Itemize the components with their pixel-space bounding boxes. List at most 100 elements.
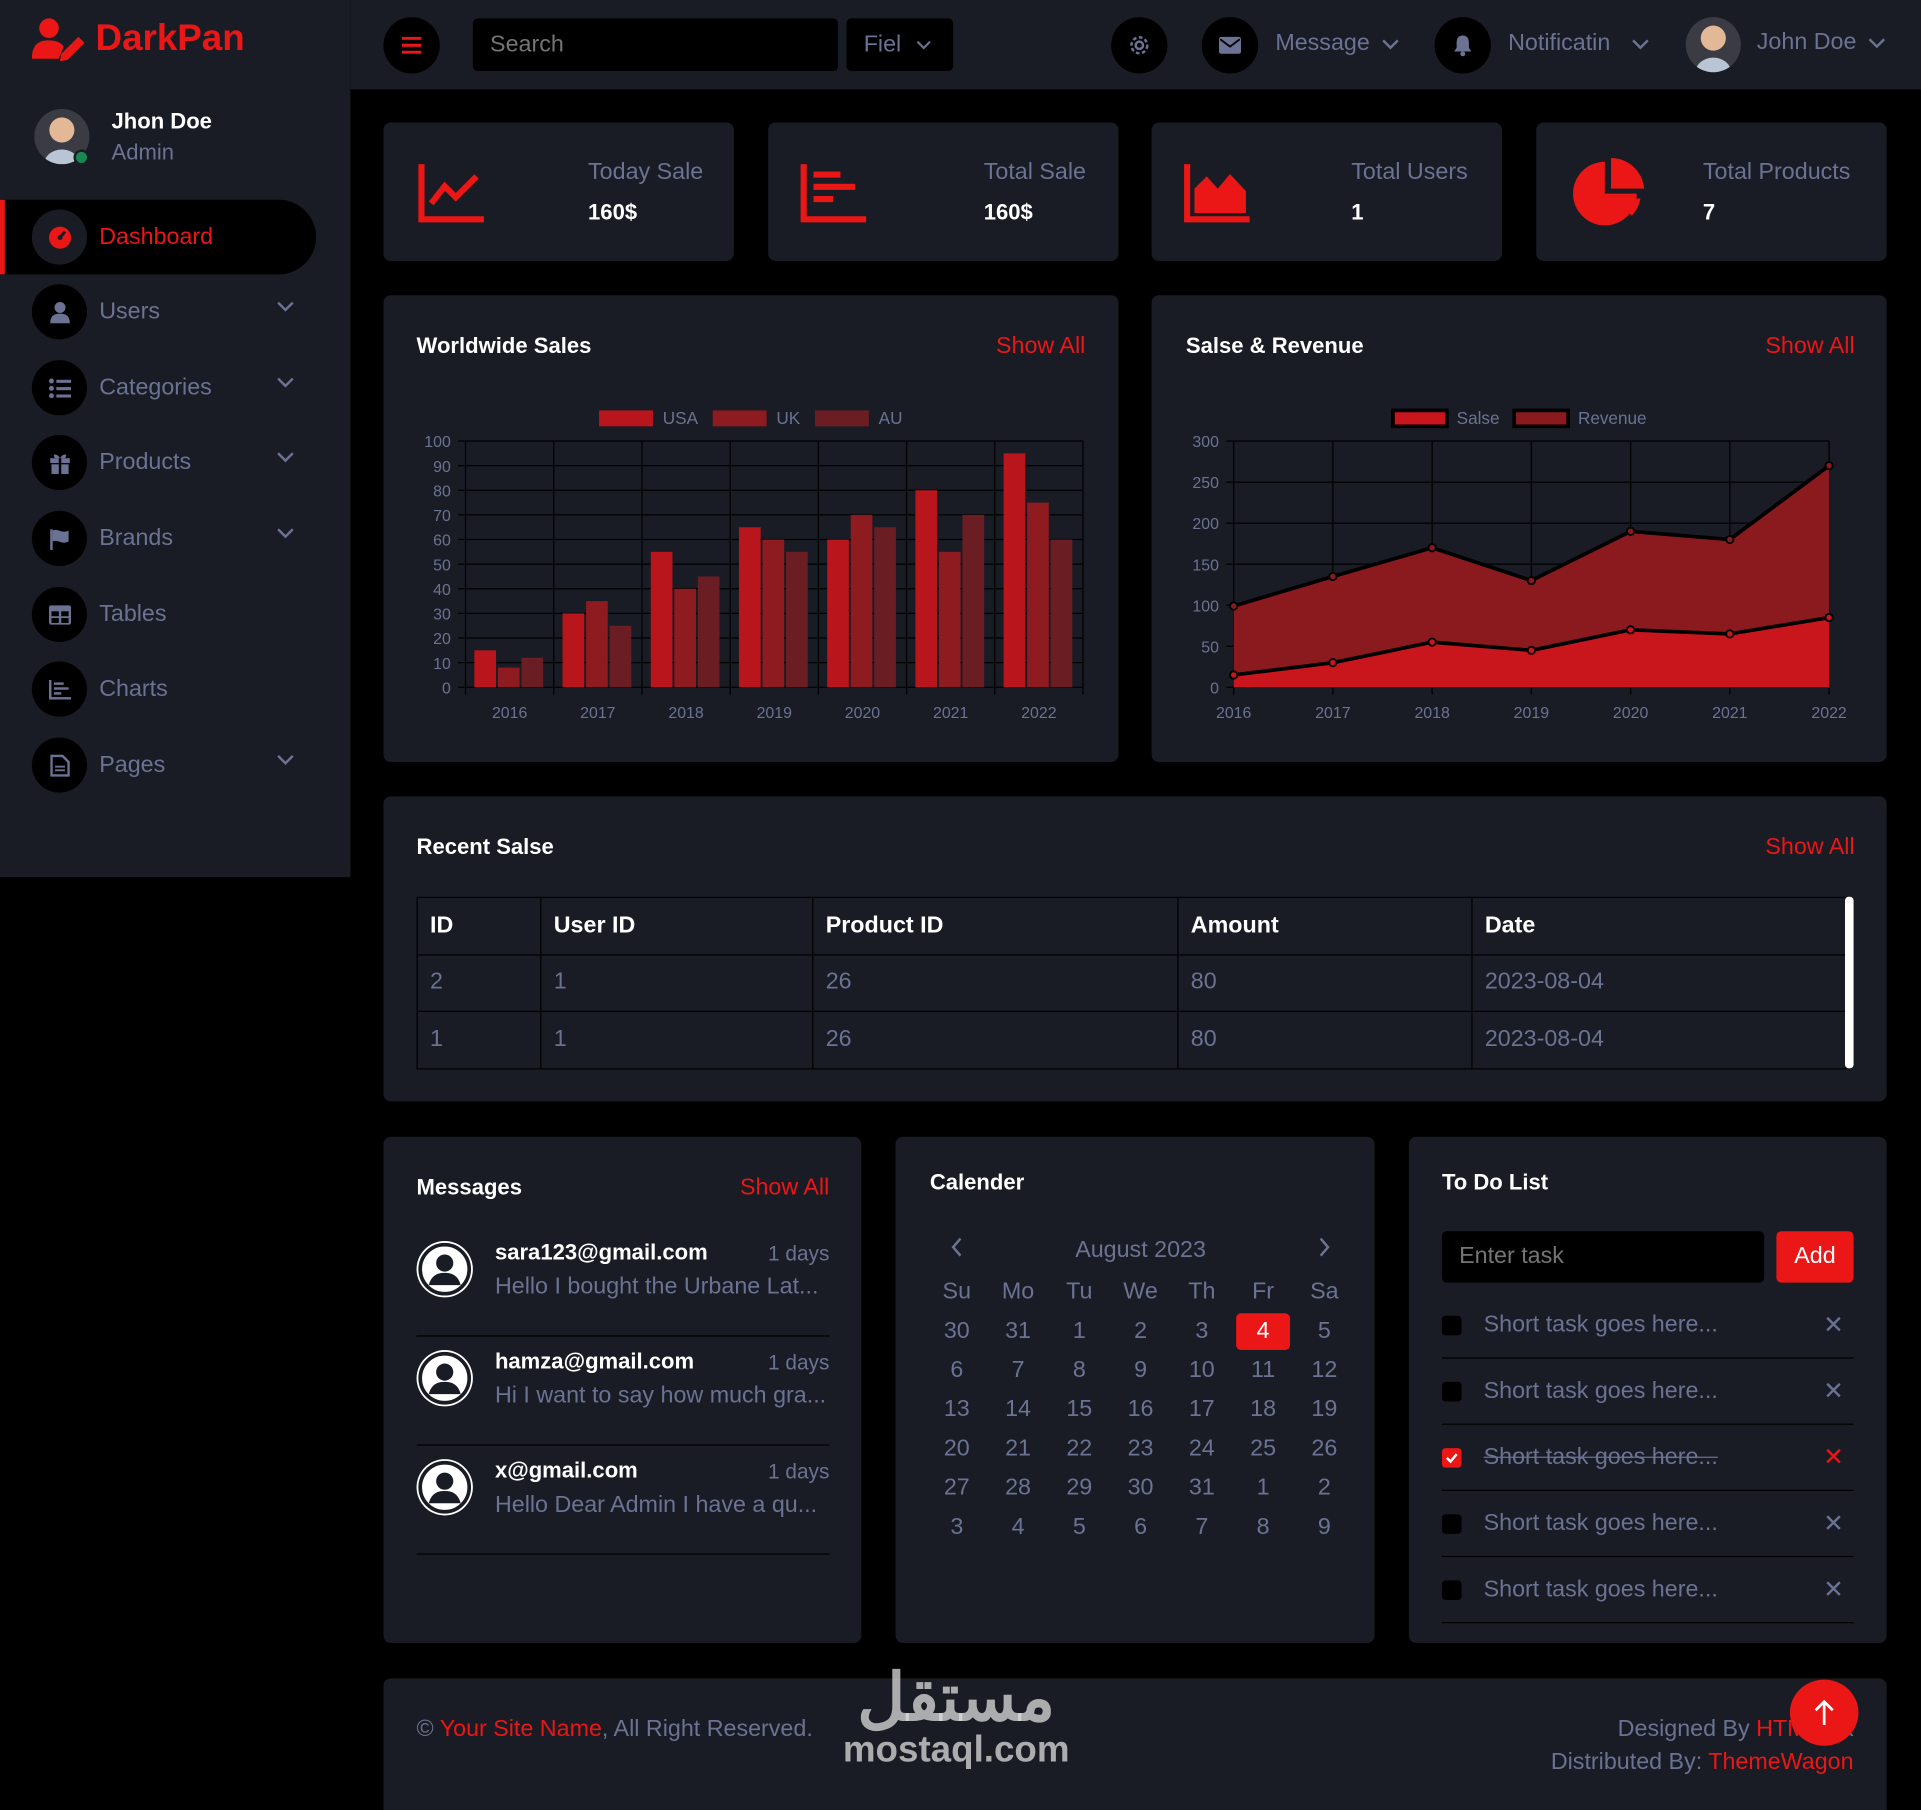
sidebar-item-brands[interactable]: Brands — [0, 501, 316, 576]
site-name-link[interactable]: Your Site Name — [439, 1716, 602, 1743]
calendar-day[interactable]: 30 — [943, 1318, 970, 1344]
sidebar-item-users[interactable]: Users — [0, 274, 316, 349]
calendar-day[interactable]: 23 — [1127, 1435, 1154, 1462]
online-indicator — [73, 149, 90, 166]
notification-label[interactable]: Notificatin — [1508, 30, 1611, 57]
calendar-day[interactable]: 7 — [1011, 1357, 1025, 1384]
calendar-day[interactable]: 11 — [1250, 1357, 1276, 1384]
previous-month-button[interactable] — [926, 1237, 987, 1264]
sidebar-toggle-button[interactable] — [383, 17, 440, 74]
close-icon[interactable]: ✕ — [1823, 1378, 1844, 1406]
calendar-day[interactable]: 14 — [1005, 1396, 1031, 1423]
user-avatar[interactable] — [1685, 17, 1741, 73]
calendar-day-today[interactable]: 4 — [1236, 1313, 1291, 1351]
message-item[interactable]: hamza@gmail.com 1 days Hi I want to say … — [416, 1337, 830, 1446]
revenue-show-all-link[interactable]: Show All — [1765, 333, 1855, 359]
message-button[interactable] — [1201, 17, 1259, 74]
calendar-day[interactable]: 9 — [1134, 1357, 1148, 1384]
todo-checkbox[interactable] — [1441, 1447, 1462, 1468]
y-tick-label: 0 — [442, 680, 451, 697]
chevron-down-icon[interactable] — [1382, 39, 1399, 50]
todo-checkbox[interactable] — [1441, 1381, 1462, 1401]
calendar-day[interactable]: 28 — [1005, 1475, 1031, 1501]
calendar-day[interactable]: 7 — [1195, 1514, 1209, 1540]
add-task-button[interactable]: Add — [1776, 1231, 1854, 1283]
calendar-day[interactable]: 30 — [1127, 1475, 1154, 1501]
sidebar-item-pages[interactable]: Pages — [0, 728, 316, 803]
calendar-day[interactable]: 8 — [1256, 1514, 1270, 1540]
todo-checkbox[interactable] — [1441, 1579, 1462, 1600]
next-month-button[interactable] — [1294, 1237, 1355, 1264]
calendar-day[interactable]: 8 — [1072, 1357, 1086, 1384]
distributor-link[interactable]: ThemeWagon — [1708, 1749, 1854, 1776]
calendar-day[interactable]: 4 — [1011, 1514, 1025, 1540]
calendar-day[interactable]: 21 — [1005, 1435, 1031, 1462]
calendar-day[interactable]: 4 — [1232, 1313, 1293, 1351]
recent-show-all-link[interactable]: Show All — [1765, 834, 1855, 861]
sidebar-item-dashboard[interactable]: Dashboard — [0, 199, 317, 275]
calendar-day[interactable]: 6 — [1134, 1514, 1148, 1540]
calendar-day[interactable]: 31 — [1005, 1318, 1031, 1344]
sidebar-item-charts[interactable]: Charts — [0, 652, 316, 727]
calendar-day[interactable]: 5 — [1317, 1318, 1331, 1344]
calendar-day[interactable]: 27 — [943, 1475, 970, 1501]
sidebar-item-label: Charts — [99, 675, 168, 702]
close-icon[interactable]: ✕ — [1823, 1576, 1844, 1604]
stat-label: Total Users — [1351, 159, 1468, 185]
calendar-day[interactable]: 1 — [1072, 1318, 1086, 1344]
chevron-down-icon[interactable] — [1632, 39, 1649, 50]
table-cell: 1 — [416, 1010, 542, 1069]
calendar-day[interactable]: 13 — [943, 1396, 970, 1423]
calendar-day[interactable]: 26 — [1311, 1435, 1338, 1462]
calendar-day[interactable]: 2 — [1134, 1318, 1148, 1344]
calendar-day[interactable]: 15 — [1066, 1396, 1093, 1423]
close-icon[interactable]: ✕ — [1823, 1312, 1844, 1340]
calendar-day[interactable]: 5 — [1072, 1514, 1086, 1540]
calendar-day[interactable]: 31 — [1188, 1475, 1215, 1501]
message-item[interactable]: sara123@gmail.com 1 days Hello I bought … — [416, 1228, 830, 1337]
brand-logo[interactable]: DarkPan — [31, 17, 245, 62]
calendar-day[interactable]: 1 — [1256, 1475, 1270, 1501]
y-tick-label: 10 — [433, 656, 451, 673]
message-label[interactable]: Message — [1275, 30, 1370, 57]
sidebar-item-categories[interactable]: Categories — [0, 350, 316, 425]
message-item[interactable]: x@gmail.com 1 days Hello Dear Admin I ha… — [416, 1446, 830, 1555]
calendar-day[interactable]: 10 — [1188, 1357, 1215, 1384]
calendar-day[interactable]: 16 — [1127, 1396, 1154, 1423]
sidebar-item-products[interactable]: Products — [0, 425, 316, 500]
notification-button[interactable] — [1434, 17, 1491, 74]
sidebar-item-tables[interactable]: Tables — [0, 577, 316, 652]
calendar-day[interactable]: 20 — [943, 1435, 970, 1462]
field-select[interactable]: Fiel — [846, 18, 954, 72]
bar — [962, 514, 985, 688]
search-input[interactable] — [472, 18, 838, 72]
calendar-day[interactable]: 24 — [1188, 1435, 1215, 1462]
todo-checkbox[interactable] — [1441, 1513, 1462, 1534]
todo-input[interactable] — [1441, 1231, 1765, 1283]
calendar-day[interactable]: 29 — [1066, 1475, 1093, 1501]
worldwide-show-all-link[interactable]: Show All — [996, 333, 1086, 359]
stat-value: 160$ — [983, 199, 1033, 225]
chevron-down-icon[interactable] — [1868, 38, 1886, 49]
calendar-month[interactable]: August 2023 — [1075, 1237, 1206, 1264]
todo-checkbox[interactable] — [1441, 1315, 1462, 1335]
calendar-day[interactable]: 3 — [950, 1514, 964, 1540]
close-icon[interactable]: ✕ — [1823, 1444, 1844, 1472]
table-icon — [31, 586, 87, 642]
calendar-day[interactable]: 19 — [1311, 1396, 1338, 1423]
calendar-day[interactable]: 6 — [950, 1357, 964, 1384]
calendar-day[interactable]: 22 — [1066, 1435, 1093, 1462]
calendar-day[interactable]: 9 — [1317, 1514, 1331, 1540]
calendar-day[interactable]: 17 — [1188, 1396, 1215, 1423]
calendar-day[interactable]: 12 — [1311, 1357, 1338, 1384]
messages-show-all-link[interactable]: Show All — [739, 1174, 830, 1201]
calendar-day[interactable]: 25 — [1250, 1435, 1277, 1462]
table-scrollbar[interactable] — [1845, 896, 1854, 1069]
calendar-day[interactable]: 3 — [1195, 1318, 1209, 1344]
user-label[interactable]: John Doe — [1756, 29, 1857, 56]
settings-button[interactable] — [1111, 17, 1168, 74]
close-icon[interactable]: ✕ — [1823, 1510, 1844, 1538]
back-to-top-button[interactable] — [1789, 1679, 1859, 1746]
calendar-day[interactable]: 18 — [1250, 1396, 1277, 1423]
calendar-day[interactable]: 2 — [1317, 1475, 1331, 1501]
